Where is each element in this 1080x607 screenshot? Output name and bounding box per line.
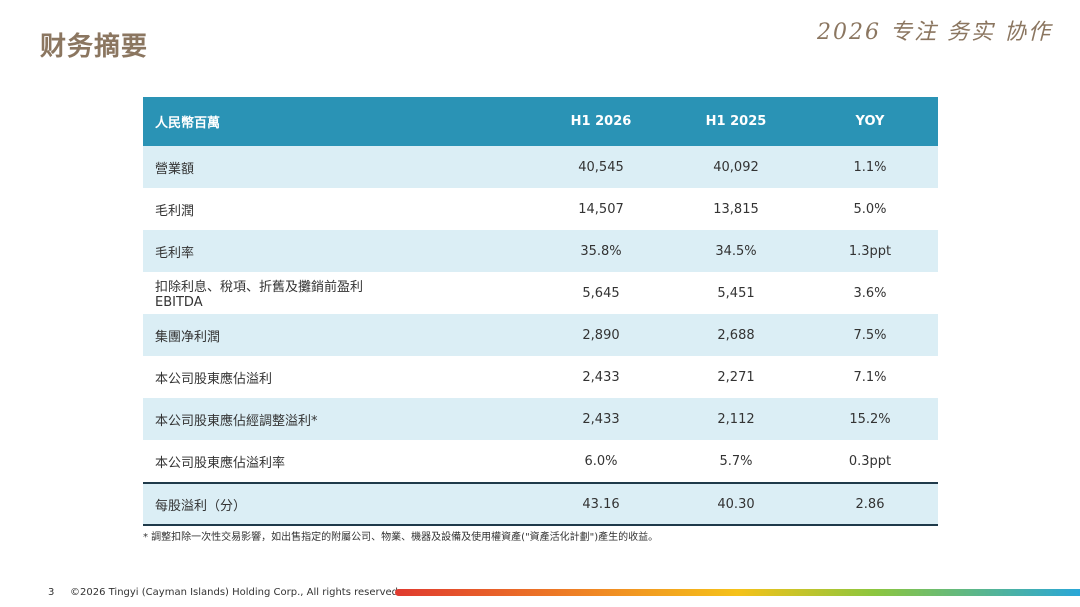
cell: 2,112: [717, 411, 755, 427]
page-number: 3: [48, 587, 55, 598]
cell: 2.86: [855, 496, 885, 512]
cell: 13,815: [713, 201, 759, 217]
cell: 2,271: [717, 369, 755, 385]
cell: 7.1%: [853, 369, 887, 385]
cell: 0.3ppt: [848, 453, 892, 469]
cell: 1.1%: [853, 159, 887, 175]
slogan: 2026 专注 务实 协作: [817, 20, 1052, 45]
cell-line: EBITDA: [155, 295, 203, 310]
cell: 2,688: [717, 327, 755, 343]
table-row: 營業額 40,545 40,092 1.1%: [143, 146, 938, 188]
cell: 本公司股東應佔溢利率: [155, 455, 286, 471]
cell: 扣除利息、稅項、折舊及攤銷前盈利 EBITDA: [155, 272, 535, 314]
cell: 3.6%: [853, 285, 887, 301]
cell: 每股溢利（分）: [155, 498, 247, 514]
title: 财务摘要: [40, 32, 149, 62]
table-row: 每股溢利（分） 43.16 40.30 2.86: [143, 482, 938, 526]
header-row: 人民幣百萬 H1 2026 H1 2025 YOY: [143, 97, 938, 146]
cell: 2,433: [582, 369, 620, 385]
header-cell: YOY: [855, 114, 885, 129]
cell: 毛利潤: [155, 203, 195, 219]
cell: 5,645: [582, 285, 620, 301]
table-row: 本公司股東應佔溢利 2,433 2,271 7.1%: [143, 356, 938, 398]
table: 人民幣百萬 H1 2026 H1 2025 YOY 營業額 40,545 40,092 1.1…: [143, 97, 938, 526]
table-row: 扣除利息、稅項、折舊及攤銷前盈利 EBITDA 5,645 5,451 3.6%: [143, 272, 938, 314]
cell: 5,451: [717, 285, 755, 301]
cell: 集團净利潤: [155, 329, 221, 345]
footnote: * 調整扣除一次性交易影響，如出售指定的附屬公司、物業、機器及設備及使用權資產(…: [143, 532, 659, 543]
cell: 15.2%: [849, 411, 891, 427]
cell-line: 扣除利息、稅項、折舊及攤銷前盈利: [155, 280, 364, 295]
cell: 本公司股東應佔溢利: [155, 371, 273, 387]
table-row: 本公司股東應佔溢利率 6.0% 5.7% 0.3ppt: [143, 440, 938, 482]
header-cell: H1 2026: [570, 114, 632, 129]
cell: 6.0%: [584, 453, 618, 469]
cell: 43.16: [582, 496, 620, 512]
color-bar: [395, 589, 1080, 596]
header-cell: H1 2025: [705, 114, 767, 129]
cell: 5.7%: [719, 453, 753, 469]
header-cell: 人民幣百萬: [155, 116, 221, 131]
cell: 7.5%: [853, 327, 887, 343]
table-row: 毛利潤 14,507 13,815 5.0%: [143, 188, 938, 230]
cell: 毛利率: [155, 245, 195, 261]
cell: 5.0%: [853, 201, 887, 217]
cell: 1.3ppt: [848, 243, 892, 259]
cell: 40,545: [578, 159, 624, 175]
cell: 35.8%: [580, 243, 622, 259]
cell: 34.5%: [715, 243, 757, 259]
table-row: 毛利率 35.8% 34.5% 1.3ppt: [143, 230, 938, 272]
cell: 營業額: [155, 161, 195, 177]
table-row: 本公司股東應佔經調整溢利* 2,433 2,112 15.2%: [143, 398, 938, 440]
cell: 2,890: [582, 327, 620, 343]
cell: 40,092: [713, 159, 759, 175]
table-row: 集團净利潤 2,890 2,688 7.5%: [143, 314, 938, 356]
cell: 40.30: [717, 496, 755, 512]
copyright: ©2026 Tingyi (Cayman Islands) Holding Co…: [70, 587, 402, 598]
cell: 2,433: [582, 411, 620, 427]
cell: 14,507: [578, 201, 624, 217]
cell: 本公司股東應佔經調整溢利*: [155, 413, 318, 429]
